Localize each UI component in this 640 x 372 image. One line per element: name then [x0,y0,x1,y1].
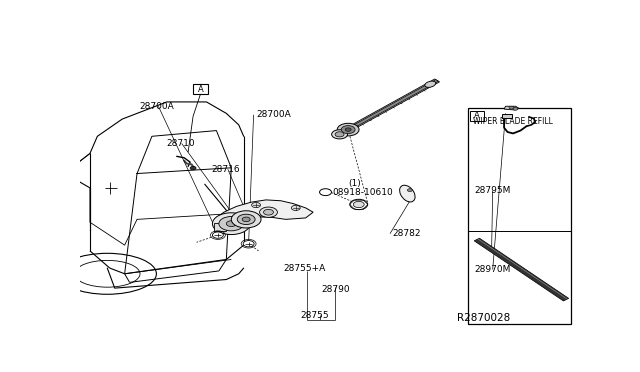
Text: 28755: 28755 [301,311,330,320]
Circle shape [260,207,277,217]
Circle shape [231,211,261,228]
Circle shape [345,128,351,131]
Text: 28790: 28790 [321,285,350,294]
Circle shape [353,201,364,208]
Text: 28795M: 28795M [474,186,511,195]
Polygon shape [504,106,519,110]
Ellipse shape [425,81,436,87]
Circle shape [332,130,348,139]
Circle shape [350,199,367,210]
Circle shape [337,123,359,136]
Circle shape [219,217,244,231]
Ellipse shape [399,185,415,202]
Circle shape [237,214,255,225]
Bar [468,108,571,324]
Circle shape [243,241,254,247]
Circle shape [513,108,518,110]
Text: 28755+A: 28755+A [284,264,326,273]
Polygon shape [340,79,440,134]
Text: (1): (1) [348,179,360,188]
Bar [214,223,227,231]
Text: A: A [198,84,204,93]
Bar [193,84,208,94]
Circle shape [227,221,236,227]
Circle shape [335,132,344,137]
Text: 28782: 28782 [392,229,421,238]
Circle shape [212,232,223,238]
Circle shape [264,209,273,215]
Polygon shape [350,80,438,129]
Text: 28970M: 28970M [474,265,511,274]
Text: R2870028: R2870028 [457,313,510,323]
Text: A: A [474,111,480,120]
Circle shape [190,166,196,170]
Polygon shape [474,238,569,301]
Circle shape [212,213,250,235]
Text: 28700A: 28700A [140,102,174,111]
Text: WIPER BLADE REFILL: WIPER BLADE REFILL [474,118,553,126]
Text: 28700A: 28700A [256,110,291,119]
Circle shape [408,189,412,192]
Text: 28716: 28716 [211,165,240,174]
Polygon shape [502,114,511,118]
Text: 08918-10610: 08918-10610 [332,187,393,197]
Circle shape [319,189,332,196]
Circle shape [341,126,355,134]
Polygon shape [214,200,313,230]
Circle shape [509,106,514,109]
Circle shape [252,202,260,208]
Circle shape [242,217,250,222]
Text: 28710: 28710 [167,139,195,148]
Circle shape [291,205,300,211]
Bar [470,110,484,121]
Text: N: N [323,189,328,195]
